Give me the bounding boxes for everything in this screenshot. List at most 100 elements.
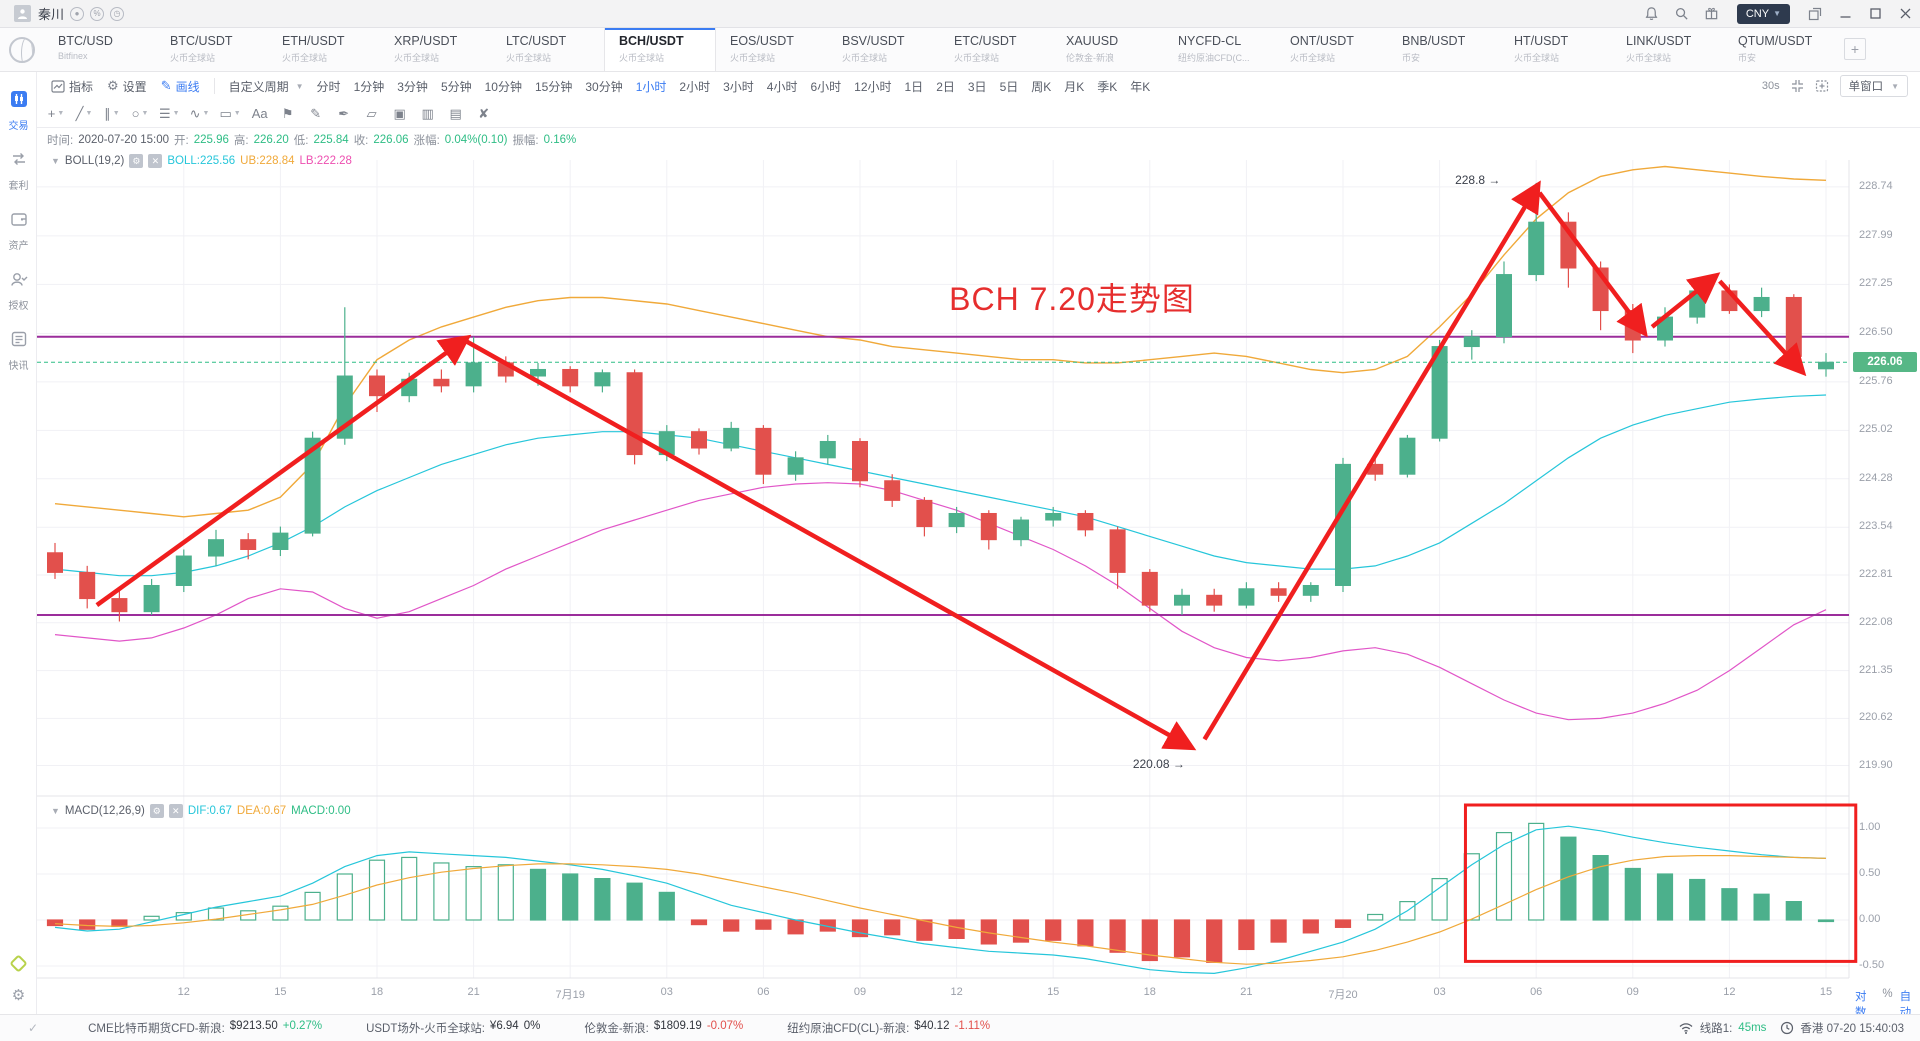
macd-settings-icon[interactable]: ⚙ bbox=[149, 804, 164, 818]
bell-icon[interactable] bbox=[1637, 0, 1667, 28]
avatar[interactable] bbox=[14, 5, 31, 22]
sidebar-item-快讯[interactable]: 快讯 bbox=[0, 330, 37, 372]
percent-scale-toggle[interactable]: % bbox=[1882, 988, 1893, 1000]
period-分时[interactable]: 分时 bbox=[316, 79, 341, 94]
period-2日[interactable]: 2日 bbox=[936, 79, 955, 94]
boll-settings-icon[interactable]: ⚙ bbox=[129, 154, 144, 168]
macd-close-icon[interactable]: ✕ bbox=[168, 804, 183, 818]
period-4小时[interactable]: 4小时 bbox=[766, 79, 798, 94]
period-1日[interactable]: 1日 bbox=[904, 79, 924, 94]
tab-bsv-usdt[interactable]: BSV/USDT 火币全球站 bbox=[828, 28, 940, 71]
period-5分钟[interactable]: 5分钟 bbox=[440, 79, 472, 94]
boll-close-icon[interactable]: ✕ bbox=[148, 154, 163, 168]
sidebar-item-资产[interactable]: 资产 bbox=[0, 210, 37, 252]
close-button[interactable] bbox=[1890, 0, 1920, 28]
refresh-interval[interactable]: 30s bbox=[1761, 80, 1780, 92]
tab-link-usdt[interactable]: LINK/USDT 火币全球站 bbox=[1612, 28, 1724, 71]
price-tag-tool-icon[interactable]: ▱ bbox=[363, 106, 381, 122]
main-chart-canvas[interactable] bbox=[37, 128, 1920, 1014]
parallel-lines-tool-icon[interactable]: ☰ ▼ bbox=[159, 106, 180, 122]
period-12小时[interactable]: 12小时 bbox=[854, 79, 892, 94]
collapse-panes-icon[interactable] bbox=[1790, 79, 1805, 93]
indicator-button[interactable]: 指标 bbox=[51, 78, 93, 95]
trend-line-tool-icon[interactable]: ╱ ▼ bbox=[75, 106, 93, 122]
gift-icon[interactable] bbox=[1697, 0, 1727, 28]
tab-eth-usdt[interactable]: ETH/USDT 火币全球站 bbox=[268, 28, 380, 71]
period-3日[interactable]: 3日 bbox=[967, 79, 987, 94]
period-2小时[interactable]: 2小时 bbox=[679, 79, 711, 94]
rectangle-tool-icon[interactable]: ▭ ▼ bbox=[219, 106, 240, 122]
sidebar-item-套利[interactable]: 套利 bbox=[0, 150, 37, 192]
text-tool-icon[interactable]: Aa bbox=[251, 106, 269, 121]
period-周K[interactable]: 周K bbox=[1031, 79, 1052, 94]
tab-xrp-usdt[interactable]: XRP/USDT 火币全球站 bbox=[380, 28, 492, 71]
highlight-box[interactable] bbox=[1463, 803, 1858, 963]
draw-button[interactable]: ✎ 画线 bbox=[161, 78, 200, 95]
period-年K[interactable]: 年K bbox=[1130, 79, 1151, 94]
chart-annotation-title[interactable]: BCH 7.20走势图 bbox=[949, 281, 1195, 317]
position-tool-icon[interactable]: ▣ bbox=[391, 106, 409, 122]
add-tab-button[interactable]: + bbox=[1844, 38, 1866, 60]
chart-area[interactable]: 时间: 2020-07-20 15:00 开: 225.96 高: 226.20 低:… bbox=[37, 128, 1920, 1019]
quote-name: CME比特币期货CFD-新浪: bbox=[88, 1023, 225, 1035]
flag-tool-icon[interactable]: ⚑ bbox=[279, 106, 297, 122]
search-icon[interactable] bbox=[1667, 0, 1697, 28]
add-pane-icon[interactable] bbox=[1815, 79, 1830, 93]
period-月K[interactable]: 月K bbox=[1064, 79, 1085, 94]
sidebar-settings-icon[interactable]: ⚙ bbox=[11, 987, 26, 1004]
period-季K[interactable]: 季K bbox=[1097, 79, 1118, 94]
pen-tool-icon[interactable]: ✒ bbox=[335, 106, 353, 122]
tab-ht-usdt[interactable]: HT/USDT 火币全球站 bbox=[1500, 28, 1612, 71]
period-3分钟[interactable]: 3分钟 bbox=[397, 79, 428, 94]
new-window-icon[interactable] bbox=[1800, 0, 1830, 28]
wave-tool-icon[interactable]: ∿ ▼ bbox=[190, 106, 210, 122]
globe-icon[interactable] bbox=[0, 28, 44, 71]
collapse-icon[interactable]: ▼ bbox=[51, 156, 60, 166]
period-1小时[interactable]: 1小时 bbox=[635, 79, 667, 94]
window-mode-dropdown[interactable]: 单窗口 ▼ bbox=[1839, 75, 1908, 97]
period-1分钟[interactable]: 1分钟 bbox=[353, 79, 385, 94]
log-scale-toggle[interactable]: 对数 bbox=[1855, 991, 1867, 1019]
period-5日[interactable]: 5日 bbox=[999, 79, 1019, 94]
copy-tool-icon[interactable]: ▥ bbox=[419, 106, 437, 122]
diamond-icon[interactable] bbox=[9, 954, 28, 973]
delete-tool-icon[interactable]: ✘ bbox=[475, 106, 493, 122]
settings-button[interactable]: ⚙ 设置 bbox=[107, 78, 147, 95]
tab-bch-usdt[interactable]: BCH/USDT 火币全球站 bbox=[604, 28, 716, 71]
macd-axis-label: 0.00 bbox=[1859, 913, 1881, 925]
tab-eos-usdt[interactable]: EOS/USDT 火币全球站 bbox=[716, 28, 828, 71]
price-axis-label: 227.25 bbox=[1859, 277, 1893, 290]
tab-etc-usdt[interactable]: ETC/USDT 火币全球站 bbox=[940, 28, 1052, 71]
period-30分钟[interactable]: 30分钟 bbox=[585, 79, 623, 94]
tab-ltc-usdt[interactable]: LTC/USDT 火币全球站 bbox=[492, 28, 604, 71]
sidebar-item-交易[interactable]: 交易 bbox=[0, 90, 37, 132]
indicator-icon bbox=[51, 79, 65, 93]
tab-nycfd-cl[interactable]: NYCFD-CL 纽约原油CFD(C... bbox=[1164, 28, 1276, 71]
channel-tool-icon[interactable]: ∥ ▼ bbox=[103, 106, 121, 122]
tab-qtum-usdt[interactable]: QTUM/USDT 币安 bbox=[1724, 28, 1836, 71]
auto-scale-toggle[interactable]: 自动 bbox=[1899, 991, 1912, 1019]
tab-btc-usd[interactable]: BTC/USD Bitfinex bbox=[44, 28, 156, 71]
currency-selector[interactable]: CNY ▼ bbox=[1736, 3, 1790, 24]
collapse-icon[interactable]: ▼ bbox=[51, 806, 60, 816]
minimize-button[interactable] bbox=[1830, 0, 1860, 28]
tab-bnb-usdt[interactable]: BNB/USDT 币安 bbox=[1388, 28, 1500, 71]
tab-ont-usdt[interactable]: ONT/USDT 火币全球站 bbox=[1276, 28, 1388, 71]
sidebar-item-授权[interactable]: 授权 bbox=[0, 270, 37, 312]
period-3小时[interactable]: 3小时 bbox=[723, 79, 754, 94]
tab-btc-usdt[interactable]: BTC/USDT 火币全球站 bbox=[156, 28, 268, 71]
circle-tool-icon[interactable]: ○ ▼ bbox=[131, 106, 149, 121]
pencil-tool-icon[interactable]: ✎ bbox=[307, 106, 325, 122]
drawn-horizontal-lines[interactable] bbox=[37, 335, 1849, 616]
crosshair-tool-icon[interactable]: + ▼ bbox=[47, 106, 65, 121]
trend-arrows[interactable] bbox=[95, 180, 1807, 751]
period-6小时[interactable]: 6小时 bbox=[810, 79, 842, 94]
period-10分钟[interactable]: 10分钟 bbox=[484, 79, 522, 94]
custom-period-dropdown[interactable]: 自定义周期 ▼ bbox=[229, 78, 304, 95]
maximize-button[interactable] bbox=[1860, 0, 1890, 28]
time-axis-label: 15 bbox=[1819, 986, 1833, 998]
tab-xauusd[interactable]: XAUUSD 伦敦金-新浪 bbox=[1052, 28, 1164, 71]
period-15分钟[interactable]: 15分钟 bbox=[534, 79, 573, 94]
user-name[interactable]: 秦川 bbox=[38, 7, 65, 22]
screenshot-tool-icon[interactable]: ▤ bbox=[447, 106, 465, 122]
